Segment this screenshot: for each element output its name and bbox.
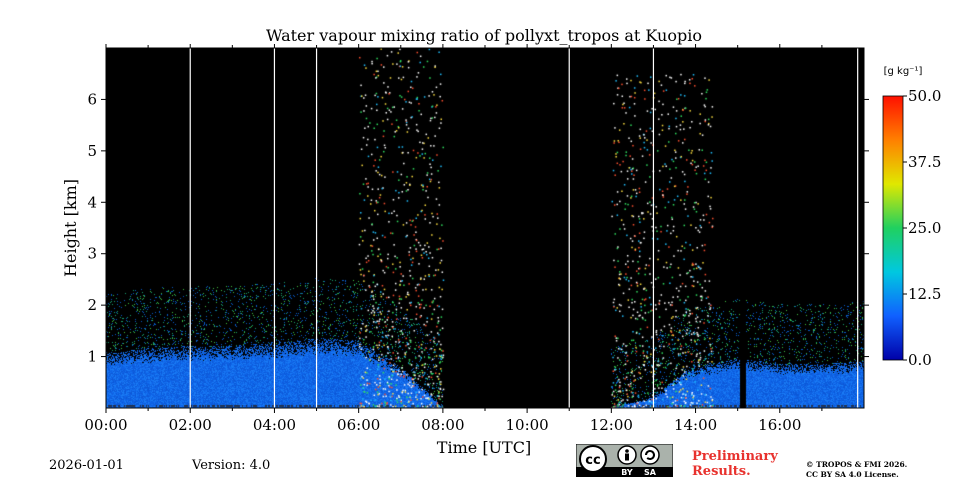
colorbar-tick-label: 0.0 (908, 351, 932, 369)
badge-sa-label: SA (644, 468, 657, 477)
x-tick-label: 00:00 (84, 416, 127, 434)
colorbar-tick-label: 25.0 (908, 219, 941, 237)
x-tick-label: 10:00 (505, 416, 548, 434)
gap-lines (189, 48, 859, 408)
cc-icon-text: cc (585, 453, 600, 468)
colorbar (882, 95, 904, 361)
y-tick-label: 5 (87, 142, 97, 160)
copyright-notice: © TROPOS & FMI 2026. CC BY SA 4.0 Licens… (806, 460, 907, 480)
x-tick-label: 04:00 (253, 416, 296, 434)
preliminary-notice: Preliminary Results. (692, 449, 778, 479)
y-axis: 1 2 3 4 5 6 (87, 90, 869, 366)
copyright-line-1: © TROPOS & FMI 2026. (806, 460, 908, 469)
x-axis: 00:00 02:00 04:00 06:00 08:00 10:00 12:00 14:00… (84, 44, 823, 434)
x-tick-label: 02:00 (169, 416, 212, 434)
badge-by-label: BY (621, 468, 633, 477)
x-tick-label: 08:00 (421, 416, 464, 434)
colorbar-ticks: 0.0 12.5 25.0 37.5 50.0 (903, 87, 941, 369)
colorbar-tick-label: 12.5 (908, 285, 941, 303)
y-tick-label: 6 (87, 90, 97, 108)
y-tick-label: 3 (87, 245, 97, 263)
chart-title: Water vapour mixing ratio of pollyxt_tro… (266, 26, 702, 45)
colorbar-unit-label: [g kg⁻¹] (884, 66, 923, 77)
colorbar-tick-label: 37.5 (908, 153, 941, 171)
colorbar-tick-label: 50.0 (908, 87, 941, 105)
y-tick-label: 1 (87, 348, 97, 366)
copyright-line-2: CC BY SA 4.0 License. (806, 470, 899, 479)
x-axis-label: Time [UTC] (437, 438, 531, 457)
footer-version: Version: 4.0 (192, 458, 271, 473)
preliminary-line-2: Results. (692, 464, 751, 479)
y-tick-label: 2 (87, 296, 97, 314)
x-tick-label: 14:00 (674, 416, 717, 434)
footer-date: 2026-01-01 (49, 458, 124, 473)
share-alike-icon (640, 445, 660, 465)
y-axis-label: Height [km] (61, 179, 80, 277)
heatmap-raster (106, 48, 864, 408)
preliminary-line-1: Preliminary (692, 449, 778, 464)
x-tick-label: 06:00 (337, 416, 380, 434)
cc-by-sa-badge: cc BY SA (576, 444, 673, 477)
x-tick-label: 16:00 (758, 416, 801, 434)
x-tick-label: 12:00 (590, 416, 633, 434)
y-tick-label: 4 (87, 193, 97, 211)
cc-icon (579, 445, 607, 473)
